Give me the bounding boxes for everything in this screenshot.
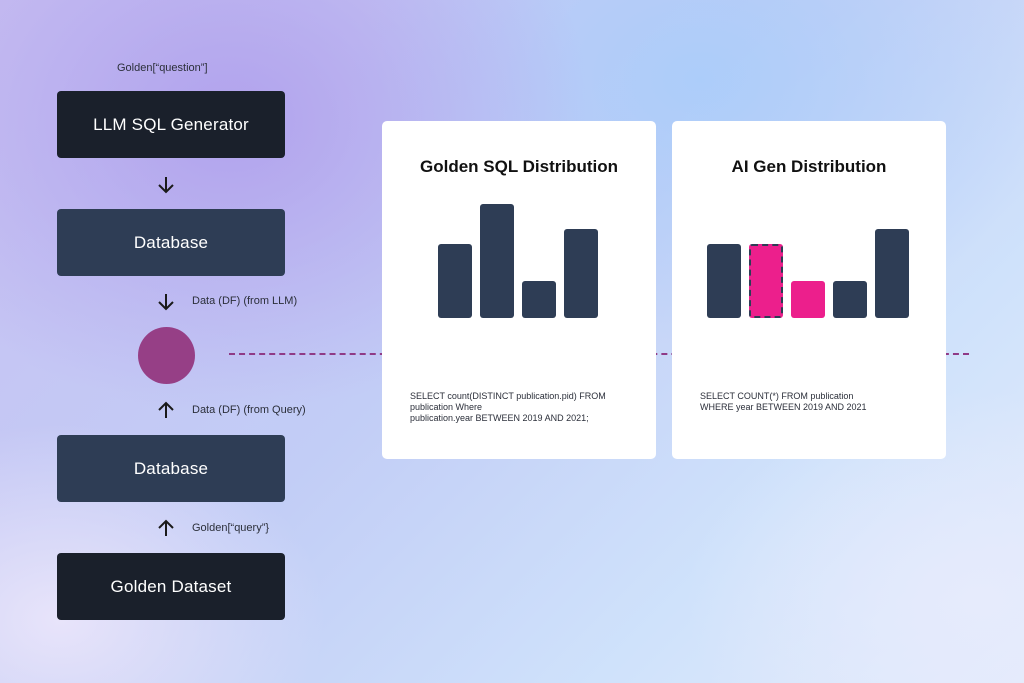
golden-dataset-box: Golden Dataset bbox=[57, 553, 285, 620]
database-top-box: Database bbox=[57, 209, 285, 276]
ai-gen-distribution-card: AI Gen Distribution SELECT COUNT(*) FROM… bbox=[672, 121, 946, 459]
data-from-query-label: Data (DF) (from Query) bbox=[192, 404, 306, 416]
ai-gen-sql-query: SELECT COUNT(*) FROM publication WHERE y… bbox=[700, 391, 867, 412]
llm-sql-generator-box: LLM SQL Generator bbox=[57, 91, 285, 158]
golden-query-label: Golden[“query”} bbox=[192, 522, 270, 534]
chart-bar bbox=[875, 229, 909, 318]
chart-bar bbox=[480, 204, 514, 318]
arrow-up-icon bbox=[158, 401, 174, 418]
golden-sql-distribution-card: Golden SQL Distribution SELECT count(DIS… bbox=[382, 121, 656, 459]
ai-gen-bar-chart bbox=[707, 229, 911, 318]
chart-bar bbox=[438, 244, 472, 318]
golden-question-label: Golden[“question”] bbox=[117, 62, 208, 74]
arrow-up-icon bbox=[158, 519, 174, 536]
golden-bar-chart bbox=[438, 204, 600, 318]
chart-bar bbox=[522, 281, 556, 318]
comparator-circle bbox=[138, 327, 195, 384]
chart-bar bbox=[564, 229, 598, 318]
arrow-down-icon bbox=[158, 177, 174, 194]
chart-bar bbox=[833, 281, 867, 318]
golden-sql-query: SELECT count(DISTINCT publication.pid) F… bbox=[410, 391, 606, 423]
arrow-down-icon bbox=[158, 294, 174, 311]
database-bottom-box: Database bbox=[57, 435, 285, 502]
chart-bar-highlighted bbox=[791, 281, 825, 318]
card-title: Golden SQL Distribution bbox=[419, 157, 618, 176]
chart-bar-highlighted bbox=[749, 244, 783, 318]
data-from-llm-label: Data (DF) (from LLM) bbox=[192, 295, 298, 307]
chart-bar bbox=[707, 244, 741, 318]
card-title: AI Gen Distribution bbox=[731, 157, 887, 176]
